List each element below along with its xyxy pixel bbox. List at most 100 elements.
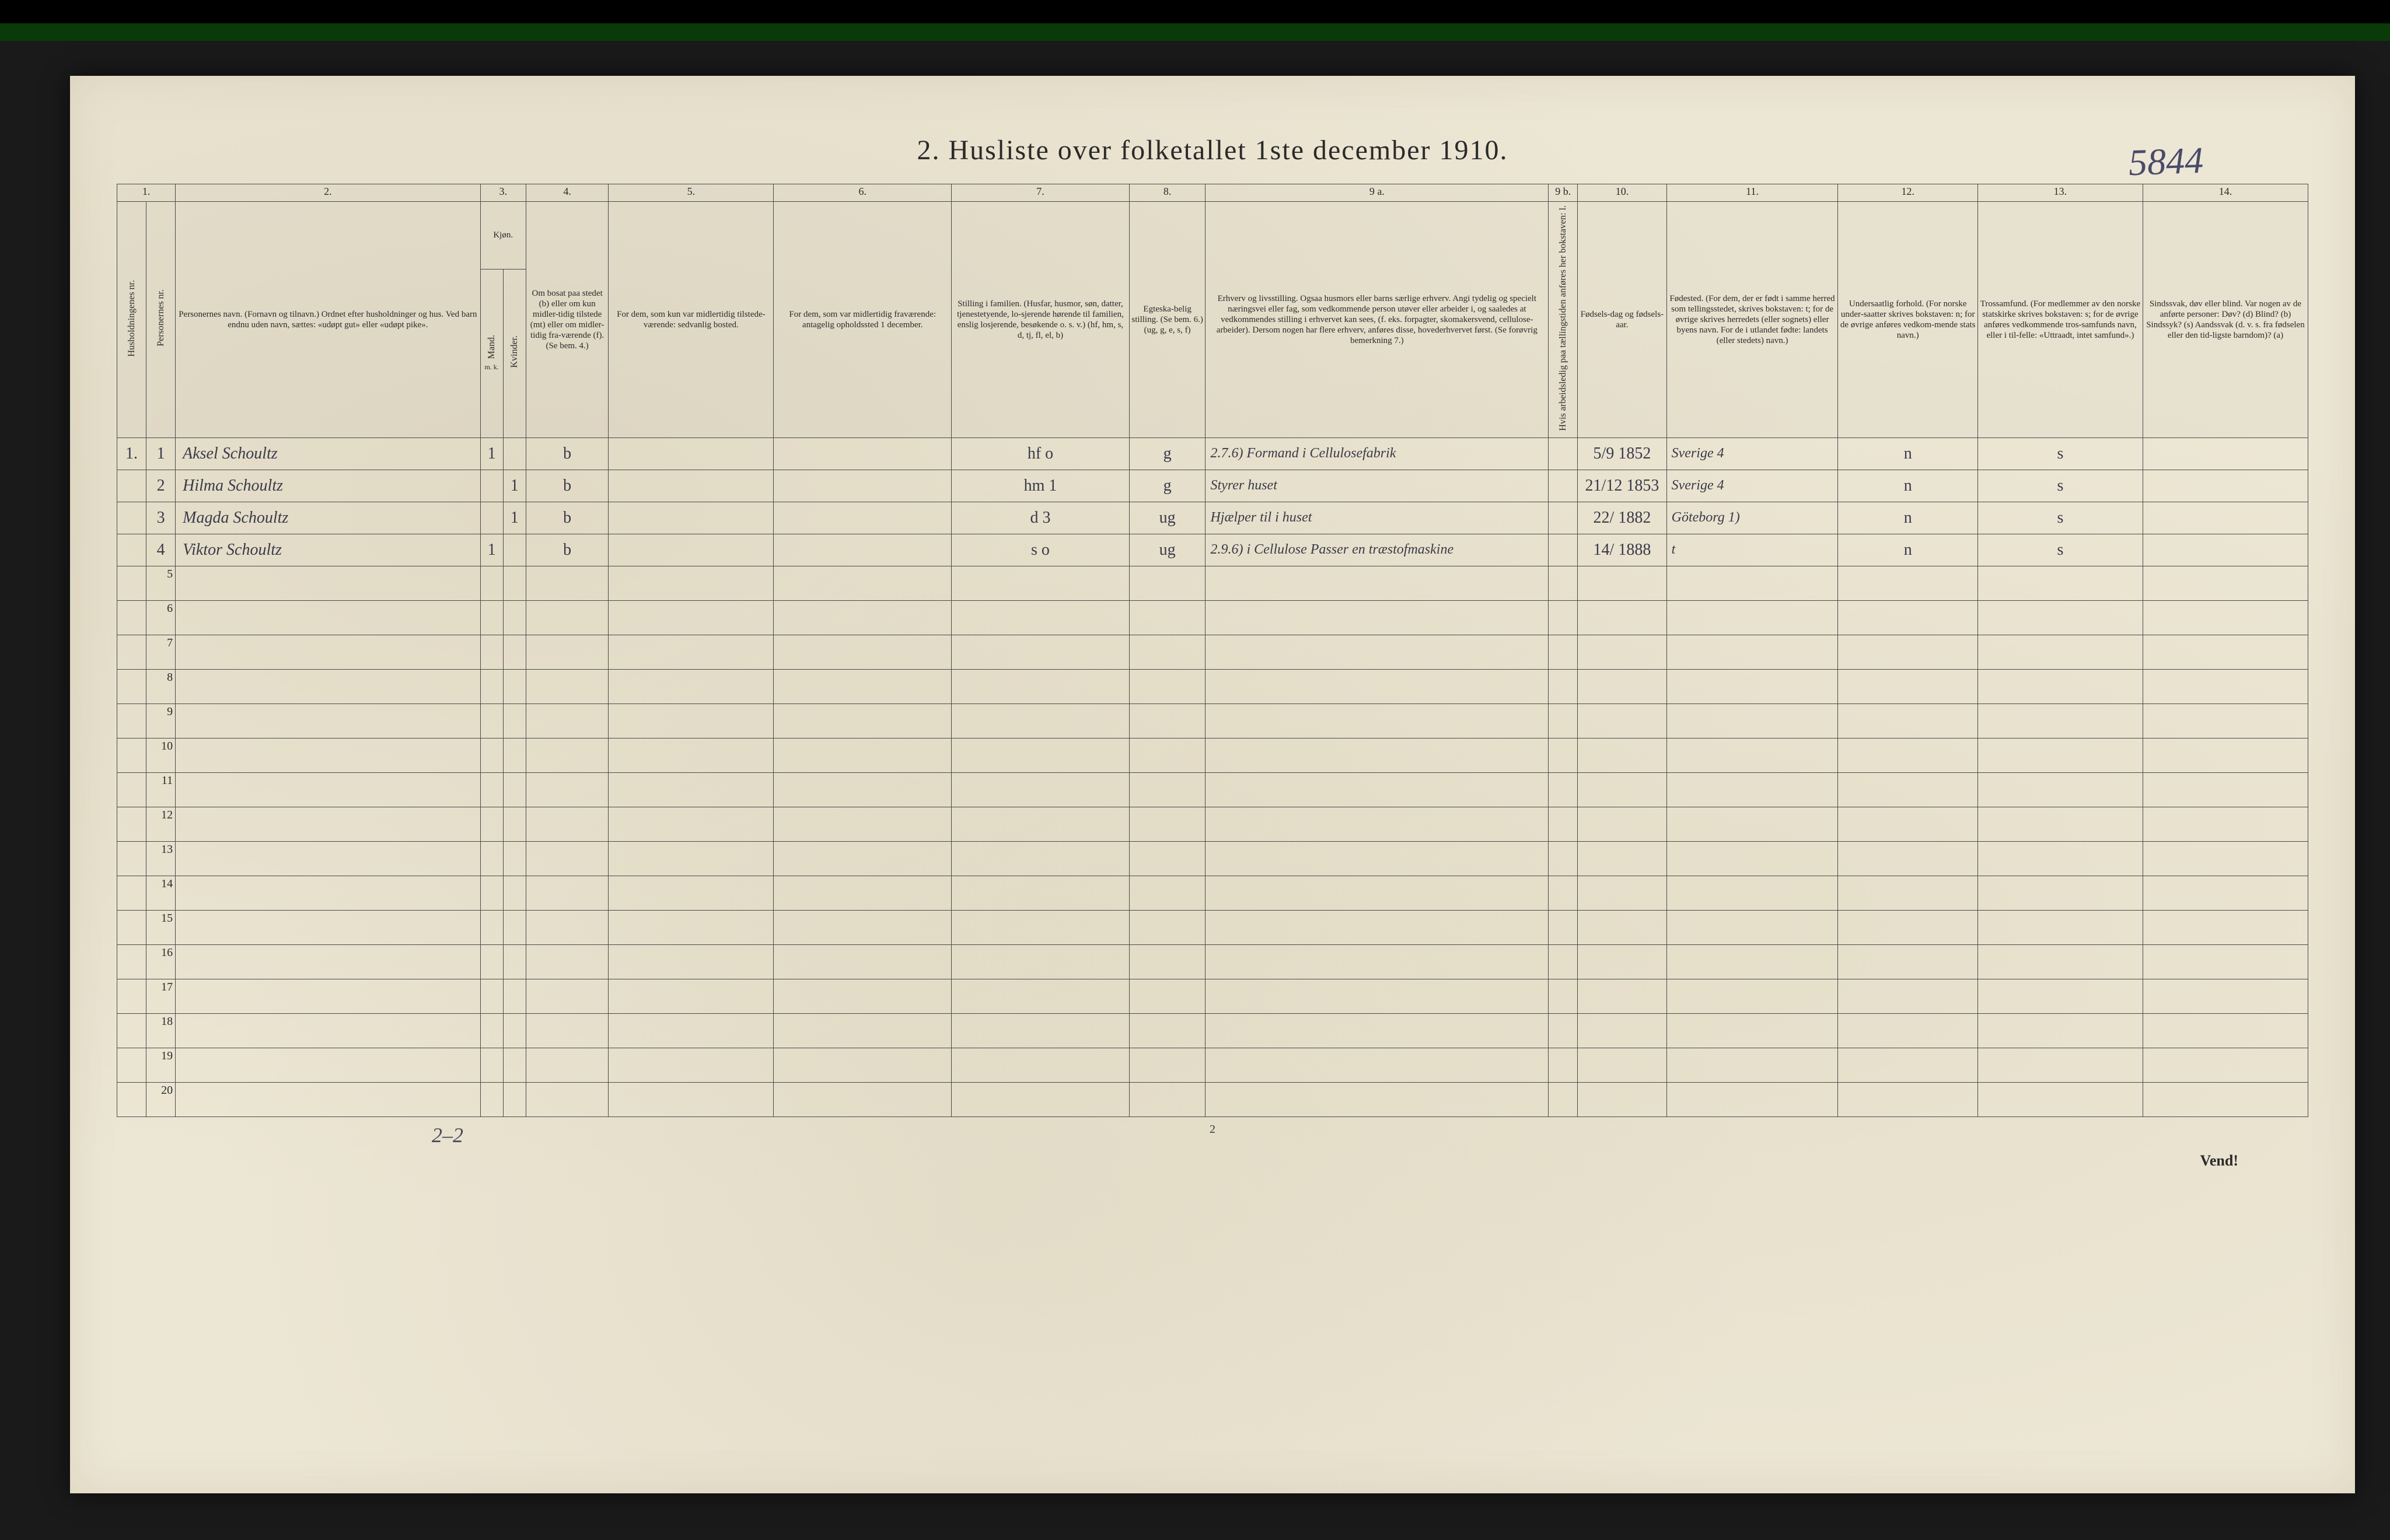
colnum-1: 1.: [117, 184, 176, 202]
table-row: 2Hilma Schoultz1bhm 1gStyrer huset21/12 …: [117, 470, 2308, 502]
table-cell: [1578, 1082, 1666, 1116]
table-row: 8: [117, 669, 2308, 704]
table-cell: [526, 635, 608, 669]
table-cell: [774, 738, 952, 772]
table-cell: [1206, 566, 1549, 600]
table-cell: d 3: [952, 502, 1130, 534]
table-cell: s o: [952, 534, 1130, 566]
table-cell: Hilma Schoultz: [176, 470, 480, 502]
table-cell: 1.: [117, 438, 146, 470]
table-cell: [609, 910, 774, 944]
table-cell: [503, 944, 526, 979]
table-cell: [1977, 1082, 2143, 1116]
table-cell: 1: [503, 470, 526, 502]
table-cell: [1549, 1082, 1578, 1116]
table-cell: [1206, 944, 1549, 979]
table-cell: [1977, 1048, 2143, 1082]
table-cell: [503, 841, 526, 876]
table-row: 7: [117, 635, 2308, 669]
table-cell: [1549, 738, 1578, 772]
table-cell: t: [1666, 534, 1838, 566]
table-cell: [503, 807, 526, 841]
header-col14: Sindssvak, døv eller blind. Var nogen av…: [2143, 202, 2308, 438]
table-cell: [1838, 566, 1977, 600]
table-cell: [480, 772, 503, 807]
table-cell: [2143, 1082, 2308, 1116]
table-cell: [774, 566, 952, 600]
table-cell: [1666, 669, 1838, 704]
table-cell: [117, 704, 146, 738]
table-cell: [1549, 566, 1578, 600]
table-cell: [1578, 669, 1666, 704]
header-col9a: Erhverv og livsstilling. Ogsaa husmors e…: [1206, 202, 1549, 438]
table-cell: [609, 600, 774, 635]
table-row: 15: [117, 910, 2308, 944]
table-cell: [503, 979, 526, 1013]
table-cell: [480, 470, 503, 502]
table-cell: [2143, 635, 2308, 669]
table-cell: [1549, 600, 1578, 635]
table-cell: [526, 566, 608, 600]
table-cell: [774, 534, 952, 566]
table-cell: [526, 1013, 608, 1048]
table-cell: 2.7.6) Formand i Cellulosefabrik: [1206, 438, 1549, 470]
table-cell: [117, 502, 146, 534]
colnum-7: 7.: [952, 184, 1130, 202]
table-cell: [1129, 566, 1206, 600]
table-cell: [176, 1013, 480, 1048]
header-col2: Personernes navn. (Fornavn og tilnavn.) …: [176, 202, 480, 438]
header-col1a: Husholdningenes nr.: [117, 202, 146, 438]
table-cell: [2143, 534, 2308, 566]
table-cell: [1977, 910, 2143, 944]
table-cell: [609, 1048, 774, 1082]
table-cell: [1838, 1013, 1977, 1048]
table-cell: [2143, 600, 2308, 635]
table-cell: [1549, 876, 1578, 910]
table-cell: [526, 979, 608, 1013]
table-cell: 22/ 1882: [1578, 502, 1666, 534]
table-cell: 21/12 1853: [1578, 470, 1666, 502]
table-cell: [2143, 738, 2308, 772]
table-cell: [1578, 1048, 1666, 1082]
table-cell: [503, 876, 526, 910]
table-cell: [176, 876, 480, 910]
table-cell: [1206, 910, 1549, 944]
table-cell: [526, 1082, 608, 1116]
table-cell: [1578, 738, 1666, 772]
table-cell: [503, 669, 526, 704]
table-cell: [176, 669, 480, 704]
table-cell: [609, 704, 774, 738]
table-cell: [2143, 704, 2308, 738]
table-cell: [1206, 1013, 1549, 1048]
table-cell: [480, 979, 503, 1013]
table-cell: [1838, 807, 1977, 841]
table-cell: [2143, 807, 2308, 841]
table-cell: [774, 841, 952, 876]
table-cell: [1549, 669, 1578, 704]
table-cell: [1549, 1048, 1578, 1082]
table-cell: [526, 600, 608, 635]
table-cell: [1838, 772, 1977, 807]
table-cell: [1977, 600, 2143, 635]
table-row: 18: [117, 1013, 2308, 1048]
table-cell: Sverige 4: [1666, 470, 1838, 502]
table-cell: [1206, 738, 1549, 772]
table-cell: [1206, 1082, 1549, 1116]
table-row: 12: [117, 807, 2308, 841]
table-cell: [480, 1048, 503, 1082]
table-cell: hm 1: [952, 470, 1130, 502]
colnum-2: 2.: [176, 184, 480, 202]
table-cell: 1: [503, 502, 526, 534]
table-cell: [1129, 738, 1206, 772]
table-cell: [117, 772, 146, 807]
table-cell: [503, 910, 526, 944]
table-cell: [503, 566, 526, 600]
table-cell: n: [1838, 438, 1977, 470]
footer: 2–2 2 Vend!: [117, 1123, 2308, 1158]
table-row: 13: [117, 841, 2308, 876]
table-cell: [1549, 772, 1578, 807]
table-cell: [176, 566, 480, 600]
scan-background: 5844 2. Husliste over folketallet 1ste d…: [0, 0, 2390, 1540]
header-col3-top: Kjøn.: [480, 202, 526, 270]
colnum-13: 13.: [1977, 184, 2143, 202]
